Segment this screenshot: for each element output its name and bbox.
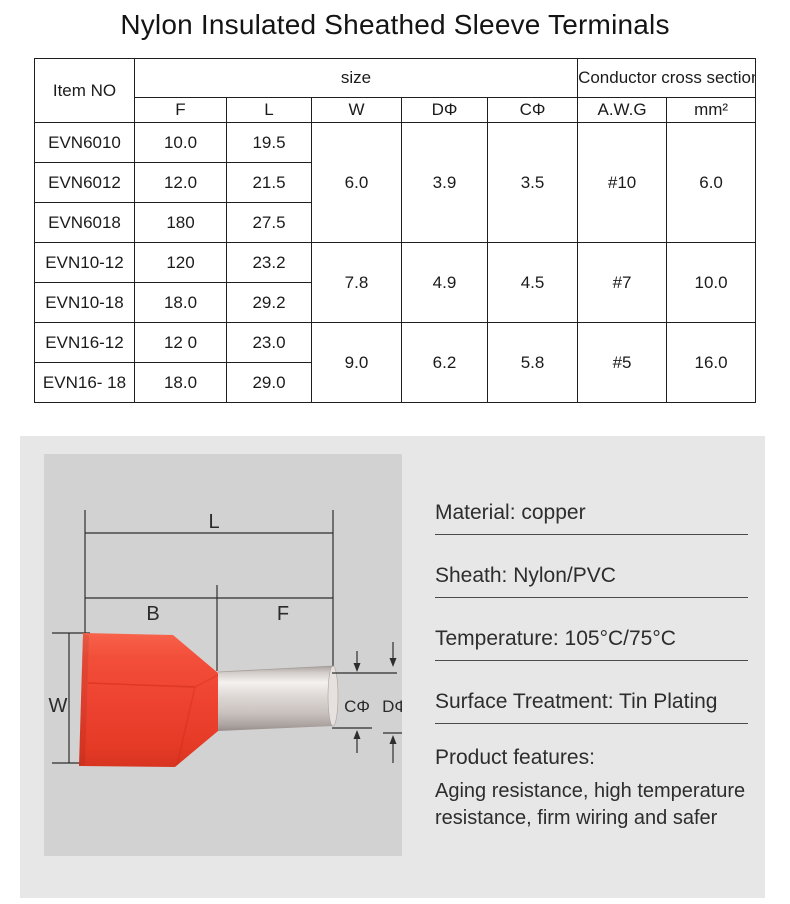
- d-phi-group-cell: 4.9: [401, 242, 488, 323]
- awg-group-cell: #7: [577, 242, 668, 323]
- spec-sheath: Sheath: Nylon/PVC: [435, 564, 748, 598]
- table-row: EVN16- 18 18.0 29.0: [34, 362, 756, 403]
- c-phi-group-cell: 4.5: [486, 242, 579, 323]
- c-phi-group-cell: 3.5: [486, 122, 579, 243]
- dim-label-b: B: [146, 603, 159, 625]
- arrowhead-d-up: [389, 735, 397, 744]
- page-title: Nylon Insulated Sheathed Sleeve Terminal…: [120, 9, 670, 40]
- sleeve-facet-edge-right: [176, 674, 219, 766]
- dim-label-f: F: [277, 603, 289, 625]
- table-row: EVN10-12 120 23.2 7.8 4.9 4.5 #7 10.0: [34, 242, 757, 323]
- header-conductor-group: Conductor cross section: [577, 58, 757, 98]
- tube-top-edge: [217, 665, 334, 673]
- terminal-shape: [79, 633, 339, 767]
- spec-table: Item NO size Conductor cross section F L…: [34, 58, 757, 403]
- d-phi-group-cell: 6.2: [401, 322, 488, 403]
- awg-group-cell: #10: [577, 122, 668, 243]
- table-header-row: Item NO size Conductor cross section: [34, 58, 757, 123]
- header-awg: A.W.G: [577, 97, 668, 123]
- dim-label-d-phi: DΦ: [382, 697, 402, 716]
- l-cell: 19.5: [226, 122, 312, 163]
- table-row: EVN16-12 12 0 23.0 9.0 6.2 5.8 #5 16.0: [34, 322, 757, 403]
- f-cell: 10.0: [134, 122, 227, 163]
- table-row: EVN10-18 18.0 29.2: [34, 282, 756, 323]
- arrowhead-d-down: [389, 658, 397, 667]
- spec-surface-treatment: Surface Treatment: Tin Plating: [435, 690, 748, 724]
- f-cell: 18.0: [134, 362, 227, 403]
- dim-label-l: L: [208, 511, 219, 533]
- features-title: Product features:: [435, 746, 595, 769]
- w-group-cell: 9.0: [311, 322, 402, 403]
- header-l: L: [226, 97, 312, 123]
- tube-end-cap: [327, 665, 339, 727]
- table-row: EVN6018 180 27.5: [34, 202, 756, 243]
- spec-list: Material: copper Sheath: Nylon/PVC Tempe…: [435, 501, 748, 832]
- sleeve-shape: [79, 633, 218, 767]
- c-phi-group-cell: 5.8: [486, 322, 579, 403]
- item-no-cell: EVN6010: [34, 122, 135, 163]
- dim-label-c-phi: CΦ: [344, 697, 370, 716]
- l-cell: 23.2: [226, 242, 312, 283]
- arrowheads: [353, 658, 397, 744]
- mm2-group-cell: 10.0: [666, 242, 757, 323]
- item-no-cell: EVN16- 18: [34, 362, 135, 403]
- header-d-phi: DΦ: [401, 97, 488, 123]
- dim-label-w: W: [49, 695, 68, 717]
- l-cell: 29.0: [226, 362, 312, 403]
- awg-group-cell: #5: [577, 322, 668, 403]
- item-no-cell: EVN10-12: [34, 242, 135, 283]
- l-cell: 29.2: [226, 282, 312, 323]
- spec-material: Material: copper: [435, 501, 748, 535]
- mm2-group-cell: 6.0: [666, 122, 757, 243]
- item-no-cell: EVN10-18: [34, 282, 135, 323]
- header-f: F: [134, 97, 227, 123]
- item-no-cell: EVN16-12: [34, 322, 135, 363]
- header-mm2: mm²: [666, 97, 757, 123]
- dimension-labels: L B F W CΦ DΦ: [49, 511, 408, 717]
- header-item-no: Item NO: [34, 58, 135, 123]
- f-cell: 12.0: [134, 162, 227, 203]
- f-cell: 180: [134, 202, 227, 243]
- features-line: resistance, firm wiring and safer: [435, 807, 718, 829]
- arrowhead-c-down: [353, 663, 361, 672]
- mm2-group-cell: 16.0: [666, 322, 757, 403]
- sleeve-facet-edge-top: [87, 682, 196, 688]
- sleeve-left-facet: [79, 633, 89, 766]
- f-cell: 120: [134, 242, 227, 283]
- f-cell: 18.0: [134, 282, 227, 323]
- spec-temperature: Temperature: 105°C/75°C: [435, 627, 748, 661]
- dimension-lines: [52, 510, 334, 764]
- terminal-diagram: L B F W CΦ DΦ: [49, 510, 421, 767]
- item-no-cell: EVN6018: [34, 202, 135, 243]
- d-phi-group-cell: 3.9: [401, 122, 488, 243]
- f-cell: 12 0: [134, 322, 227, 363]
- w-group-cell: 7.8: [311, 242, 402, 323]
- l-cell: 27.5: [226, 202, 312, 243]
- w-group-cell: 6.0: [311, 122, 402, 243]
- item-no-cell: EVN6012: [34, 162, 135, 203]
- product-panel: L B F W CΦ DΦ Material: copper Sheath: N…: [20, 436, 765, 898]
- l-cell: 23.0: [226, 322, 312, 363]
- table-subheader-row: F L W DΦ CΦ A.W.G mm²: [35, 97, 757, 123]
- header-c-phi: CΦ: [486, 97, 579, 123]
- l-cell: 21.5: [226, 162, 312, 203]
- metal-tube: [218, 666, 333, 731]
- table-row: EVN6012 12.0 21.5: [34, 162, 756, 203]
- arrowhead-c-up: [353, 730, 361, 739]
- features-line: Aging resistance, high temperature: [435, 780, 746, 802]
- header-size-group: size: [133, 58, 579, 98]
- header-w: W: [311, 97, 402, 123]
- diagram-box: L B F W CΦ DΦ: [44, 454, 421, 856]
- table-row: EVN6010 10.0 19.5 6.0 3.9 3.5 #10 6.0: [34, 122, 757, 243]
